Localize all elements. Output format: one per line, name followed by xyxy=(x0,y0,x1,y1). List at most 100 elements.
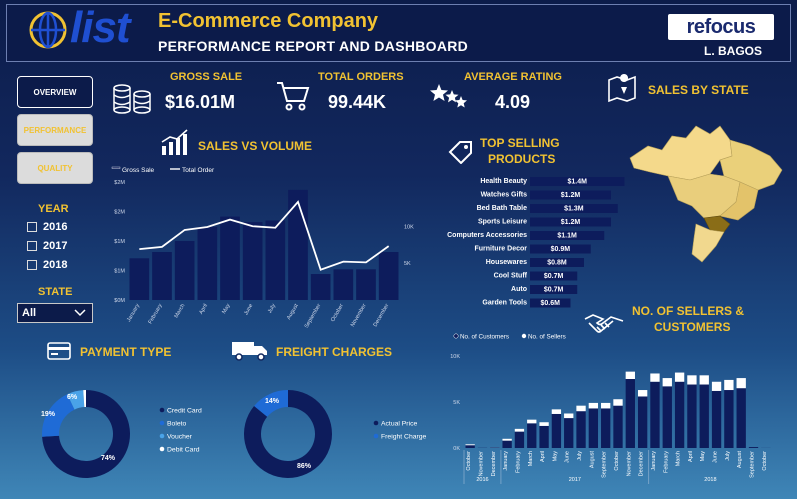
legend-marker xyxy=(159,446,165,452)
customers-bar xyxy=(527,423,537,448)
total-order-line xyxy=(139,200,390,271)
x-tick-month: April xyxy=(540,451,546,462)
year-group-label: 2018 xyxy=(704,477,716,483)
checkbox-box[interactable] xyxy=(27,222,37,232)
customers-bar xyxy=(674,381,685,448)
sellers-bar xyxy=(601,402,611,409)
truck-icon xyxy=(232,342,267,361)
product-bar-label: $0.9M xyxy=(551,246,571,253)
legend-marker xyxy=(373,420,379,426)
product-bar xyxy=(530,217,611,227)
x-tick-month: April xyxy=(688,451,694,462)
donut-slice xyxy=(67,390,85,410)
sales-bar xyxy=(129,258,150,300)
performance-button[interactable]: PERFORMANCE xyxy=(17,114,93,146)
stars-icon xyxy=(430,84,467,108)
customers-bar xyxy=(662,386,672,448)
year-label: 2016 xyxy=(43,221,68,233)
price-tag-icon xyxy=(448,141,472,164)
brand-logo: refocus xyxy=(668,14,774,40)
sellers-customers-title-2: CUSTOMERS xyxy=(654,320,731,334)
product-category-label: Garden Tools xyxy=(482,300,527,307)
chevron-down-icon xyxy=(74,309,86,317)
x-tick-month: November xyxy=(350,303,368,328)
x-tick-month: July xyxy=(725,451,731,461)
y-tick-left: $2M xyxy=(114,180,125,186)
product-category-label: Cool Stuff xyxy=(494,273,528,280)
x-tick-month: January xyxy=(503,451,509,471)
y-tick-left: $1M xyxy=(114,269,125,275)
donut-slice xyxy=(83,390,86,408)
customers-bar xyxy=(748,447,759,448)
product-bar-label: $0.6M xyxy=(541,300,561,307)
legend-marker-sellers xyxy=(521,333,527,339)
gross-sale-value: $16.01M xyxy=(165,92,236,112)
x-tick-month: March xyxy=(174,303,187,319)
sales-bar xyxy=(197,226,218,300)
donut-slice-label: 74% xyxy=(101,455,116,462)
checkbox-box[interactable] xyxy=(27,241,37,251)
total-orders-label: TOTAL ORDERS xyxy=(318,71,404,83)
customers-bar xyxy=(637,396,648,448)
customers-bar xyxy=(465,445,475,448)
year-2016-checkbox[interactable]: 2016 xyxy=(27,221,67,233)
checkbox-box[interactable] xyxy=(27,260,37,270)
product-bar xyxy=(530,271,578,281)
legend-item: Freight Charge xyxy=(381,434,427,441)
donut-slice-label: 86% xyxy=(297,463,312,470)
x-tick-month: August xyxy=(589,451,595,469)
sellers-bar xyxy=(539,422,549,426)
top-selling-products-chart: Health Beauty $1.4M Watches Gifts $1.2M Bed … xyxy=(447,177,625,308)
state-slicer-title: STATE xyxy=(38,286,73,298)
x-tick-month: December xyxy=(639,451,645,477)
y-tick-left: $2M xyxy=(114,210,125,216)
y-tick-left: $0M xyxy=(114,298,125,304)
gross-sale-label: GROSS SALE xyxy=(170,71,243,83)
customers-bar xyxy=(625,379,635,448)
product-bar xyxy=(530,231,605,240)
sales-bar xyxy=(356,269,376,300)
customers-bar xyxy=(539,425,549,448)
x-tick-month: January xyxy=(651,451,657,471)
sellers-bar xyxy=(650,373,660,382)
x-tick-month: May xyxy=(221,303,232,315)
sales-bar xyxy=(378,252,399,300)
sales-by-state-title: SALES BY STATE xyxy=(648,83,749,97)
state-dropdown[interactable]: All xyxy=(17,303,93,323)
coins-icon xyxy=(113,84,151,114)
x-tick-month: October xyxy=(762,451,768,471)
year-group-label: 2017 xyxy=(569,477,581,483)
year-2017-checkbox[interactable]: 2017 xyxy=(27,240,67,252)
sellers-bar xyxy=(711,381,722,391)
x-tick-month: July xyxy=(267,303,277,315)
sellers-bar xyxy=(699,375,709,385)
logo-text: list xyxy=(70,3,131,52)
sellers-bar xyxy=(724,379,734,391)
x-tick-month: October xyxy=(330,303,345,323)
year-2018-checkbox[interactable]: 2018 xyxy=(27,259,67,271)
sellers-bar xyxy=(736,378,746,389)
legend-item: Voucher xyxy=(167,434,193,441)
overview-button[interactable]: OVERVIEW xyxy=(17,76,93,108)
legend-marker-gross-sale xyxy=(111,166,121,169)
x-tick-month: September xyxy=(602,451,608,478)
legend-marker xyxy=(159,433,165,439)
customers-bar xyxy=(502,440,512,448)
product-bar-label: $0.7M xyxy=(544,273,564,280)
sales-bar xyxy=(288,189,308,300)
y-tick-left: $1M xyxy=(114,239,125,245)
sales-bar xyxy=(333,269,354,300)
state-selected-value: All xyxy=(22,307,37,319)
sellers-bar xyxy=(551,409,562,414)
quality-button[interactable]: QUALITY xyxy=(17,152,93,184)
y-tick-right: 5K xyxy=(404,261,411,267)
sellers-customers-chart: No. of Customers No. of Sellers 0K 5K 10K Oct… xyxy=(450,333,771,484)
product-category-label: Health Beauty xyxy=(480,178,527,185)
payment-type-chart: 74% 19% 6% Credit Card Boleto Voucher Debit Ca… xyxy=(41,390,202,478)
product-bar xyxy=(530,177,625,186)
product-bar-label: $1.4M xyxy=(568,179,588,186)
x-tick-month: June xyxy=(243,303,254,316)
sellers-bar xyxy=(637,390,648,397)
customers-bar xyxy=(588,408,599,448)
company-name: E-Commerce Company xyxy=(158,10,379,32)
